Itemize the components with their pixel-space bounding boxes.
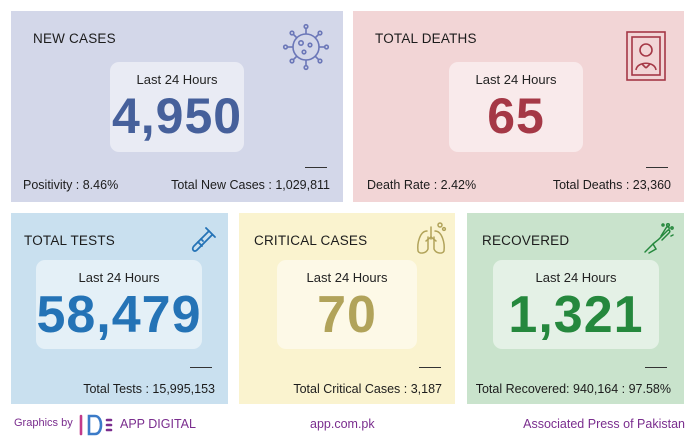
- divider: [305, 167, 327, 168]
- critical-cases-panel: Last 24 Hours 70: [277, 260, 417, 349]
- total-deaths-value: 65: [487, 88, 545, 144]
- recovered-value: 1,321: [508, 286, 644, 344]
- critical-cases-title: CRITICAL CASES: [254, 233, 368, 248]
- test-tube-icon: [191, 227, 216, 252]
- critical-cases-period: Last 24 Hours: [306, 270, 388, 285]
- footer: Graphics by APP DIGITAL app.com.pk Assoc…: [0, 404, 696, 447]
- total-deaths-panel: Last 24 Hours 65: [449, 62, 583, 152]
- new-cases-value: 4,950: [111, 88, 243, 144]
- total-recovered-stat: Total Recovered: 940,164 : 97.58%: [475, 382, 671, 396]
- brand-name: APP DIGITAL: [120, 417, 196, 431]
- total-tests-panel: Last 24 Hours 58,479: [36, 260, 202, 349]
- website-link[interactable]: app.com.pk: [310, 417, 375, 431]
- total-deaths-title: TOTAL DEATHS: [375, 31, 477, 46]
- total-tests-period: Last 24 Hours: [78, 270, 160, 285]
- recovered-card: RECOVERED Last 24 Hours 1,321 Total Reco…: [467, 213, 684, 404]
- death-rate-stat: Death Rate : 2.42%: [367, 178, 477, 192]
- graphics-by-label: Graphics by: [14, 417, 73, 429]
- total-critical-cases-stat: Total Critical Cases : 3,187: [293, 382, 442, 396]
- total-tests-value: 58,479: [36, 286, 202, 344]
- app-digital-logo-icon: [79, 414, 113, 436]
- agency-name: Associated Press of Pakistan: [523, 417, 685, 431]
- total-deaths-stat: Total Deaths : 23,360: [552, 178, 671, 192]
- recovered-title: RECOVERED: [482, 233, 570, 248]
- critical-cases-value: 70: [317, 286, 377, 344]
- lungs-icon: [417, 222, 447, 254]
- total-tests-card: TOTAL TESTS Last 24 Hours 58,479 Total T…: [11, 213, 228, 404]
- recovered-period: Last 24 Hours: [535, 270, 617, 285]
- total-tests-stat: Total Tests : 15,995,153: [83, 382, 215, 396]
- new-cases-title: NEW CASES: [33, 31, 116, 46]
- divider: [190, 367, 212, 368]
- new-cases-period: Last 24 Hours: [136, 72, 218, 87]
- total-new-cases-stat: Total New Cases : 1,029,811: [171, 178, 330, 192]
- total-tests-title: TOTAL TESTS: [24, 233, 115, 248]
- total-deaths-period: Last 24 Hours: [475, 72, 557, 87]
- virus-icon: [282, 23, 330, 71]
- total-deaths-card: TOTAL DEATHS Last 24 Hours 65 Death Rate…: [353, 11, 684, 202]
- new-cases-panel: Last 24 Hours 4,950: [110, 62, 244, 152]
- critical-cases-card: CRITICAL CASES Last 24 Hours 70 Total Cr…: [239, 213, 455, 404]
- divider: [646, 167, 668, 168]
- recovered-panel: Last 24 Hours 1,321: [493, 260, 659, 349]
- portrait-frame-icon: [626, 31, 666, 81]
- hand-sanitize-icon: [644, 222, 674, 254]
- positivity-stat: Positivity : 8.46%: [23, 178, 119, 192]
- divider: [645, 367, 667, 368]
- divider: [419, 367, 441, 368]
- new-cases-card: NEW CASES Last 24 Hours 4,950 Positivity…: [11, 11, 343, 202]
